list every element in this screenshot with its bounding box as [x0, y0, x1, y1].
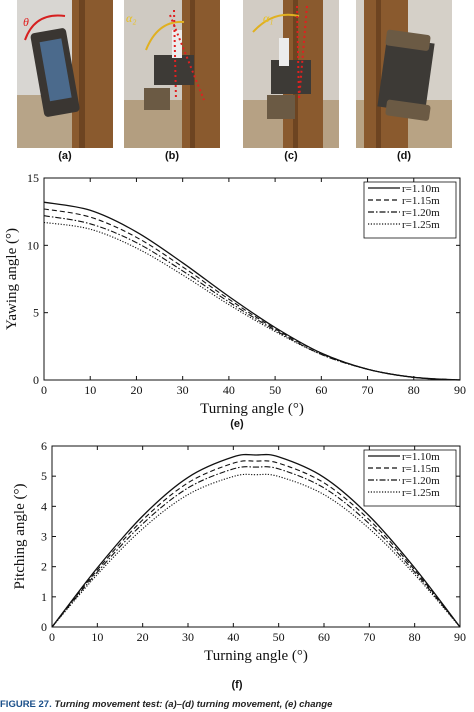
- y-tick-label: 5: [41, 469, 47, 483]
- alpha1-symbol: α₁: [263, 11, 273, 25]
- subfigure-e-label: (e): [230, 418, 244, 430]
- x-tick-label: 80: [408, 383, 420, 397]
- yawing-angle-chart: 0 10 20 30 40 50 60 70 80 90 0 5 10 15 Turning angle (…: [4, 171, 466, 417]
- series-line: [51, 466, 461, 628]
- legend-entry: r=1.20m: [402, 475, 440, 487]
- legend-entry: r=1.25m: [402, 219, 440, 231]
- x-tick-label: 50: [273, 630, 285, 644]
- figure-caption: FIGURE 27. Turning movement test: (a)–(d…: [0, 699, 474, 712]
- y-axis-label: Pitching angle (°): [12, 484, 28, 590]
- photo-a: θ: [17, 0, 113, 148]
- series-line: [43, 221, 461, 381]
- x-axis-label: Turning angle (°): [204, 648, 308, 664]
- x-tick-label: 0: [41, 383, 47, 397]
- x-tick-label: 30: [182, 630, 194, 644]
- legend-entry: r=1.20m: [402, 207, 440, 219]
- y-tick-label: 6: [41, 439, 47, 453]
- photo-c: α₁: [243, 0, 339, 148]
- y-axis-label: Yawing angle (°): [4, 228, 20, 330]
- y-tick-label: 4: [41, 499, 47, 513]
- x-tick-label: 10: [91, 630, 103, 644]
- photo-b: α₂: [124, 0, 220, 148]
- y-tick-label: 1: [41, 590, 47, 604]
- series-line: [51, 453, 461, 628]
- x-tick-label: 90: [454, 630, 466, 644]
- photo-strip: θ (a) α₂ (b): [0, 0, 474, 170]
- plot-frame: [43, 177, 461, 381]
- photo-d: [356, 0, 452, 148]
- x-tick-label: 40: [223, 383, 235, 397]
- x-tick-label: 80: [409, 630, 421, 644]
- legend-box: [363, 449, 457, 507]
- caption-text: Turning movement test: (a)–(d) turning m…: [54, 699, 333, 710]
- y-tick-label: 2: [41, 560, 47, 574]
- pitching-angle-chart: 0 10 20 30 40 50 60 70 80 90 0 1 2 3 4 5 6 Turning angle …: [12, 439, 466, 664]
- x-tick-label: 70: [362, 383, 374, 397]
- x-tick-label: 60: [318, 630, 330, 644]
- x-tick-label: 10: [84, 383, 96, 397]
- legend-box: [363, 181, 457, 239]
- legend-entry: r=1.15m: [402, 463, 440, 475]
- alpha2-symbol: α₂: [126, 11, 136, 25]
- x-tick-label: 20: [130, 383, 142, 397]
- subfigure-f-label: (f): [231, 679, 243, 691]
- legend-entry: r=1.15m: [402, 195, 440, 207]
- x-tick-label: 60: [315, 383, 327, 397]
- x-tick-label: 90: [454, 383, 466, 397]
- y-tick-label: 3: [41, 530, 47, 544]
- x-tick-label: 70: [363, 630, 375, 644]
- y-tick-label: 0: [33, 373, 39, 387]
- photo-c-label: (c): [284, 150, 298, 162]
- legend-entry: r=1.10m: [402, 183, 440, 195]
- legend-entry: r=1.10m: [402, 451, 440, 463]
- photo-d-label: (d): [396, 150, 412, 162]
- y-tick-label: 5: [33, 306, 39, 320]
- x-axis-label: Turning angle (°): [200, 401, 304, 417]
- photo-b-label: (b): [164, 150, 180, 162]
- y-tick-label: 15: [27, 171, 39, 185]
- x-tick-label: 50: [269, 383, 281, 397]
- photo-a-label: (a): [58, 150, 72, 162]
- x-tick-label: 20: [137, 630, 149, 644]
- x-tick-label: 0: [49, 630, 55, 644]
- x-tick-label: 30: [177, 383, 189, 397]
- legend-entry: r=1.25m: [402, 487, 440, 499]
- figure-number: FIGURE 27.: [0, 699, 52, 710]
- theta-symbol: θ: [23, 15, 29, 29]
- y-tick-label: 0: [41, 620, 47, 634]
- y-tick-label: 10: [27, 238, 39, 252]
- x-tick-label: 40: [227, 630, 239, 644]
- series-line: [43, 215, 461, 381]
- series-line: [51, 460, 461, 628]
